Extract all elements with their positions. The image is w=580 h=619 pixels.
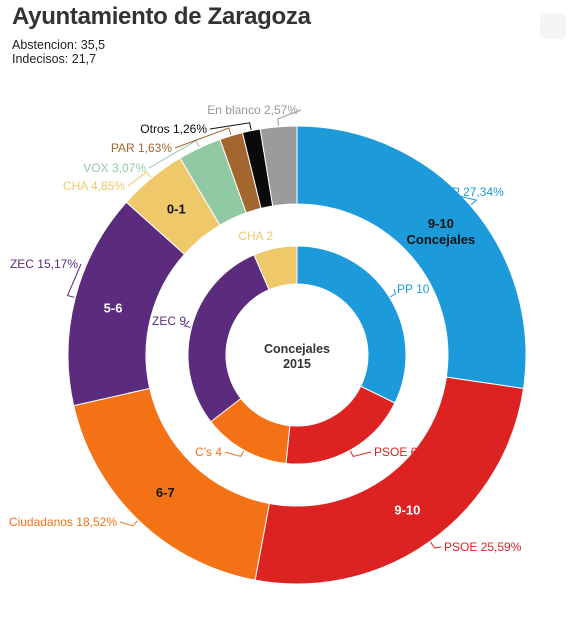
inner-label-c-s: C's 4 bbox=[195, 445, 222, 459]
abstention-text: Abstencion: 35,5 bbox=[12, 38, 106, 52]
outer-label-psoe: PSOE 25,59% bbox=[444, 540, 522, 554]
inner-slice-pp[interactable] bbox=[296, 245, 407, 404]
inner-label-pp: PP 10 bbox=[397, 282, 430, 296]
outer-connector-en-blanco bbox=[277, 109, 302, 126]
outer-connector-ciudadanos bbox=[119, 520, 138, 527]
outer-slice-en-blanco[interactable] bbox=[259, 125, 298, 207]
outer-connector-cha bbox=[127, 171, 152, 187]
outer-seats-label-pp: 9-10 Concejales bbox=[407, 216, 476, 247]
undecided-text: Indecisos: 21,7 bbox=[12, 52, 97, 66]
inner-slice-zec[interactable] bbox=[187, 254, 270, 423]
outer-labels: PP 27,34% PSOE 25,59% Ciudadanos 18,52% ZEC… bbox=[9, 103, 522, 554]
outer-ring bbox=[67, 125, 527, 585]
outer-connector-zec bbox=[66, 263, 82, 298]
outer-label-otros: Otros 1,26% bbox=[140, 122, 207, 136]
chart-menu-button[interactable] bbox=[540, 13, 566, 39]
outer-label-zec: ZEC 15,17% bbox=[10, 257, 78, 271]
inner-connector-zec bbox=[183, 320, 191, 328]
outer-seats-label-ciudadanos: 6-7 bbox=[156, 485, 175, 500]
inner-connector-pp bbox=[390, 288, 397, 298]
outer-slice-psoe[interactable] bbox=[254, 376, 525, 585]
inner-slice-cha[interactable] bbox=[253, 245, 298, 291]
inner-label-zec: ZEC 9 bbox=[152, 314, 186, 328]
inner-connector-psoe bbox=[349, 450, 372, 458]
outer-connector-otros bbox=[209, 122, 252, 130]
inner-label-cha: CHA 2 bbox=[238, 229, 273, 243]
outer-connector-par bbox=[174, 127, 232, 149]
outer-slice-pp[interactable] bbox=[296, 125, 527, 390]
outer-label-ciudadanos: Ciudadanos 18,52% bbox=[9, 515, 117, 529]
inner-ring: PP 10 PSOE 6 C's 4 ZEC 9 CHA 2 bbox=[152, 229, 430, 465]
outer-seats-label-zec: 5-6 bbox=[104, 300, 123, 315]
outer-connector-pp bbox=[440, 191, 478, 206]
outer-label-cha: CHA 4,85% bbox=[63, 179, 125, 193]
center-label: Concejales 2015 bbox=[264, 342, 330, 371]
outer-label-par: PAR 1,63% bbox=[111, 141, 172, 155]
chart-title: Ayuntamiento de Zaragoza bbox=[12, 3, 311, 30]
outer-label-vox: VOX 3,07% bbox=[83, 161, 146, 175]
outer-seats-label-cha: 0-1 bbox=[167, 201, 186, 216]
inner-label-psoe: PSOE 6 bbox=[374, 445, 418, 459]
outer-connector-psoe bbox=[430, 541, 442, 549]
inner-connector-c-s bbox=[224, 450, 245, 458]
outer-label-en-blanco: En blanco 2,57% bbox=[207, 103, 298, 117]
outer-label-pp: PP 27,34% bbox=[444, 185, 504, 199]
outer-seats-label-psoe: 9-10 bbox=[394, 503, 420, 518]
